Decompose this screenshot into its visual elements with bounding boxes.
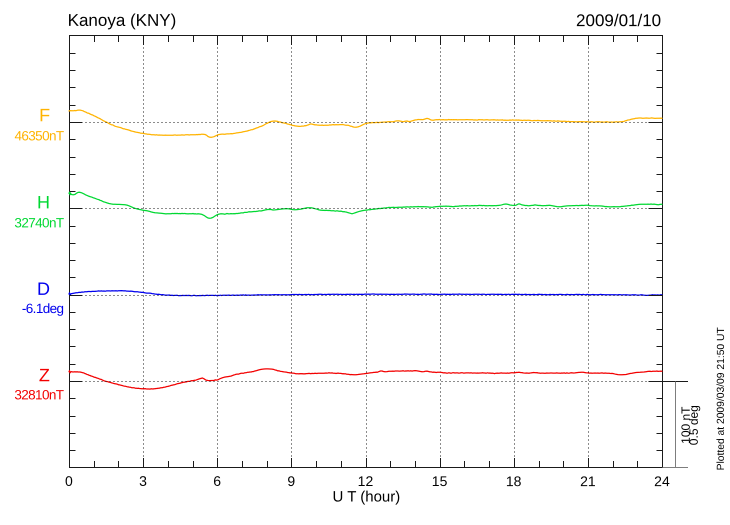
svg-text:Z: Z	[39, 365, 50, 385]
svg-text:100 nT: 100 nT	[679, 406, 693, 444]
svg-text:2009/01/10: 2009/01/10	[576, 11, 661, 30]
svg-text:24: 24	[654, 473, 670, 489]
svg-text:-6.1deg: -6.1deg	[22, 301, 64, 316]
svg-text:D: D	[37, 279, 50, 299]
svg-text:6: 6	[213, 473, 221, 489]
svg-text:32740nT: 32740nT	[14, 215, 63, 230]
svg-text:Kanoya (KNY): Kanoya (KNY)	[68, 11, 177, 30]
svg-text:32810nT: 32810nT	[14, 387, 63, 402]
svg-text:H: H	[37, 192, 50, 212]
svg-text:46350nT: 46350nT	[14, 128, 63, 143]
svg-text:18: 18	[506, 473, 522, 489]
svg-text:0.5 deg: 0.5 deg	[687, 405, 701, 445]
svg-text:3: 3	[139, 473, 147, 489]
svg-text:21: 21	[580, 473, 596, 489]
svg-text:0: 0	[65, 473, 73, 489]
svg-text:U T (hour): U T (hour)	[332, 488, 400, 505]
svg-text:9: 9	[287, 473, 295, 489]
svg-text:12: 12	[358, 473, 374, 489]
svg-text:F: F	[39, 105, 50, 125]
svg-text:Plotted at 2009/03/09 21:50 UT: Plotted at 2009/03/09 21:50 UT	[716, 327, 727, 471]
svg-text:15: 15	[432, 473, 448, 489]
